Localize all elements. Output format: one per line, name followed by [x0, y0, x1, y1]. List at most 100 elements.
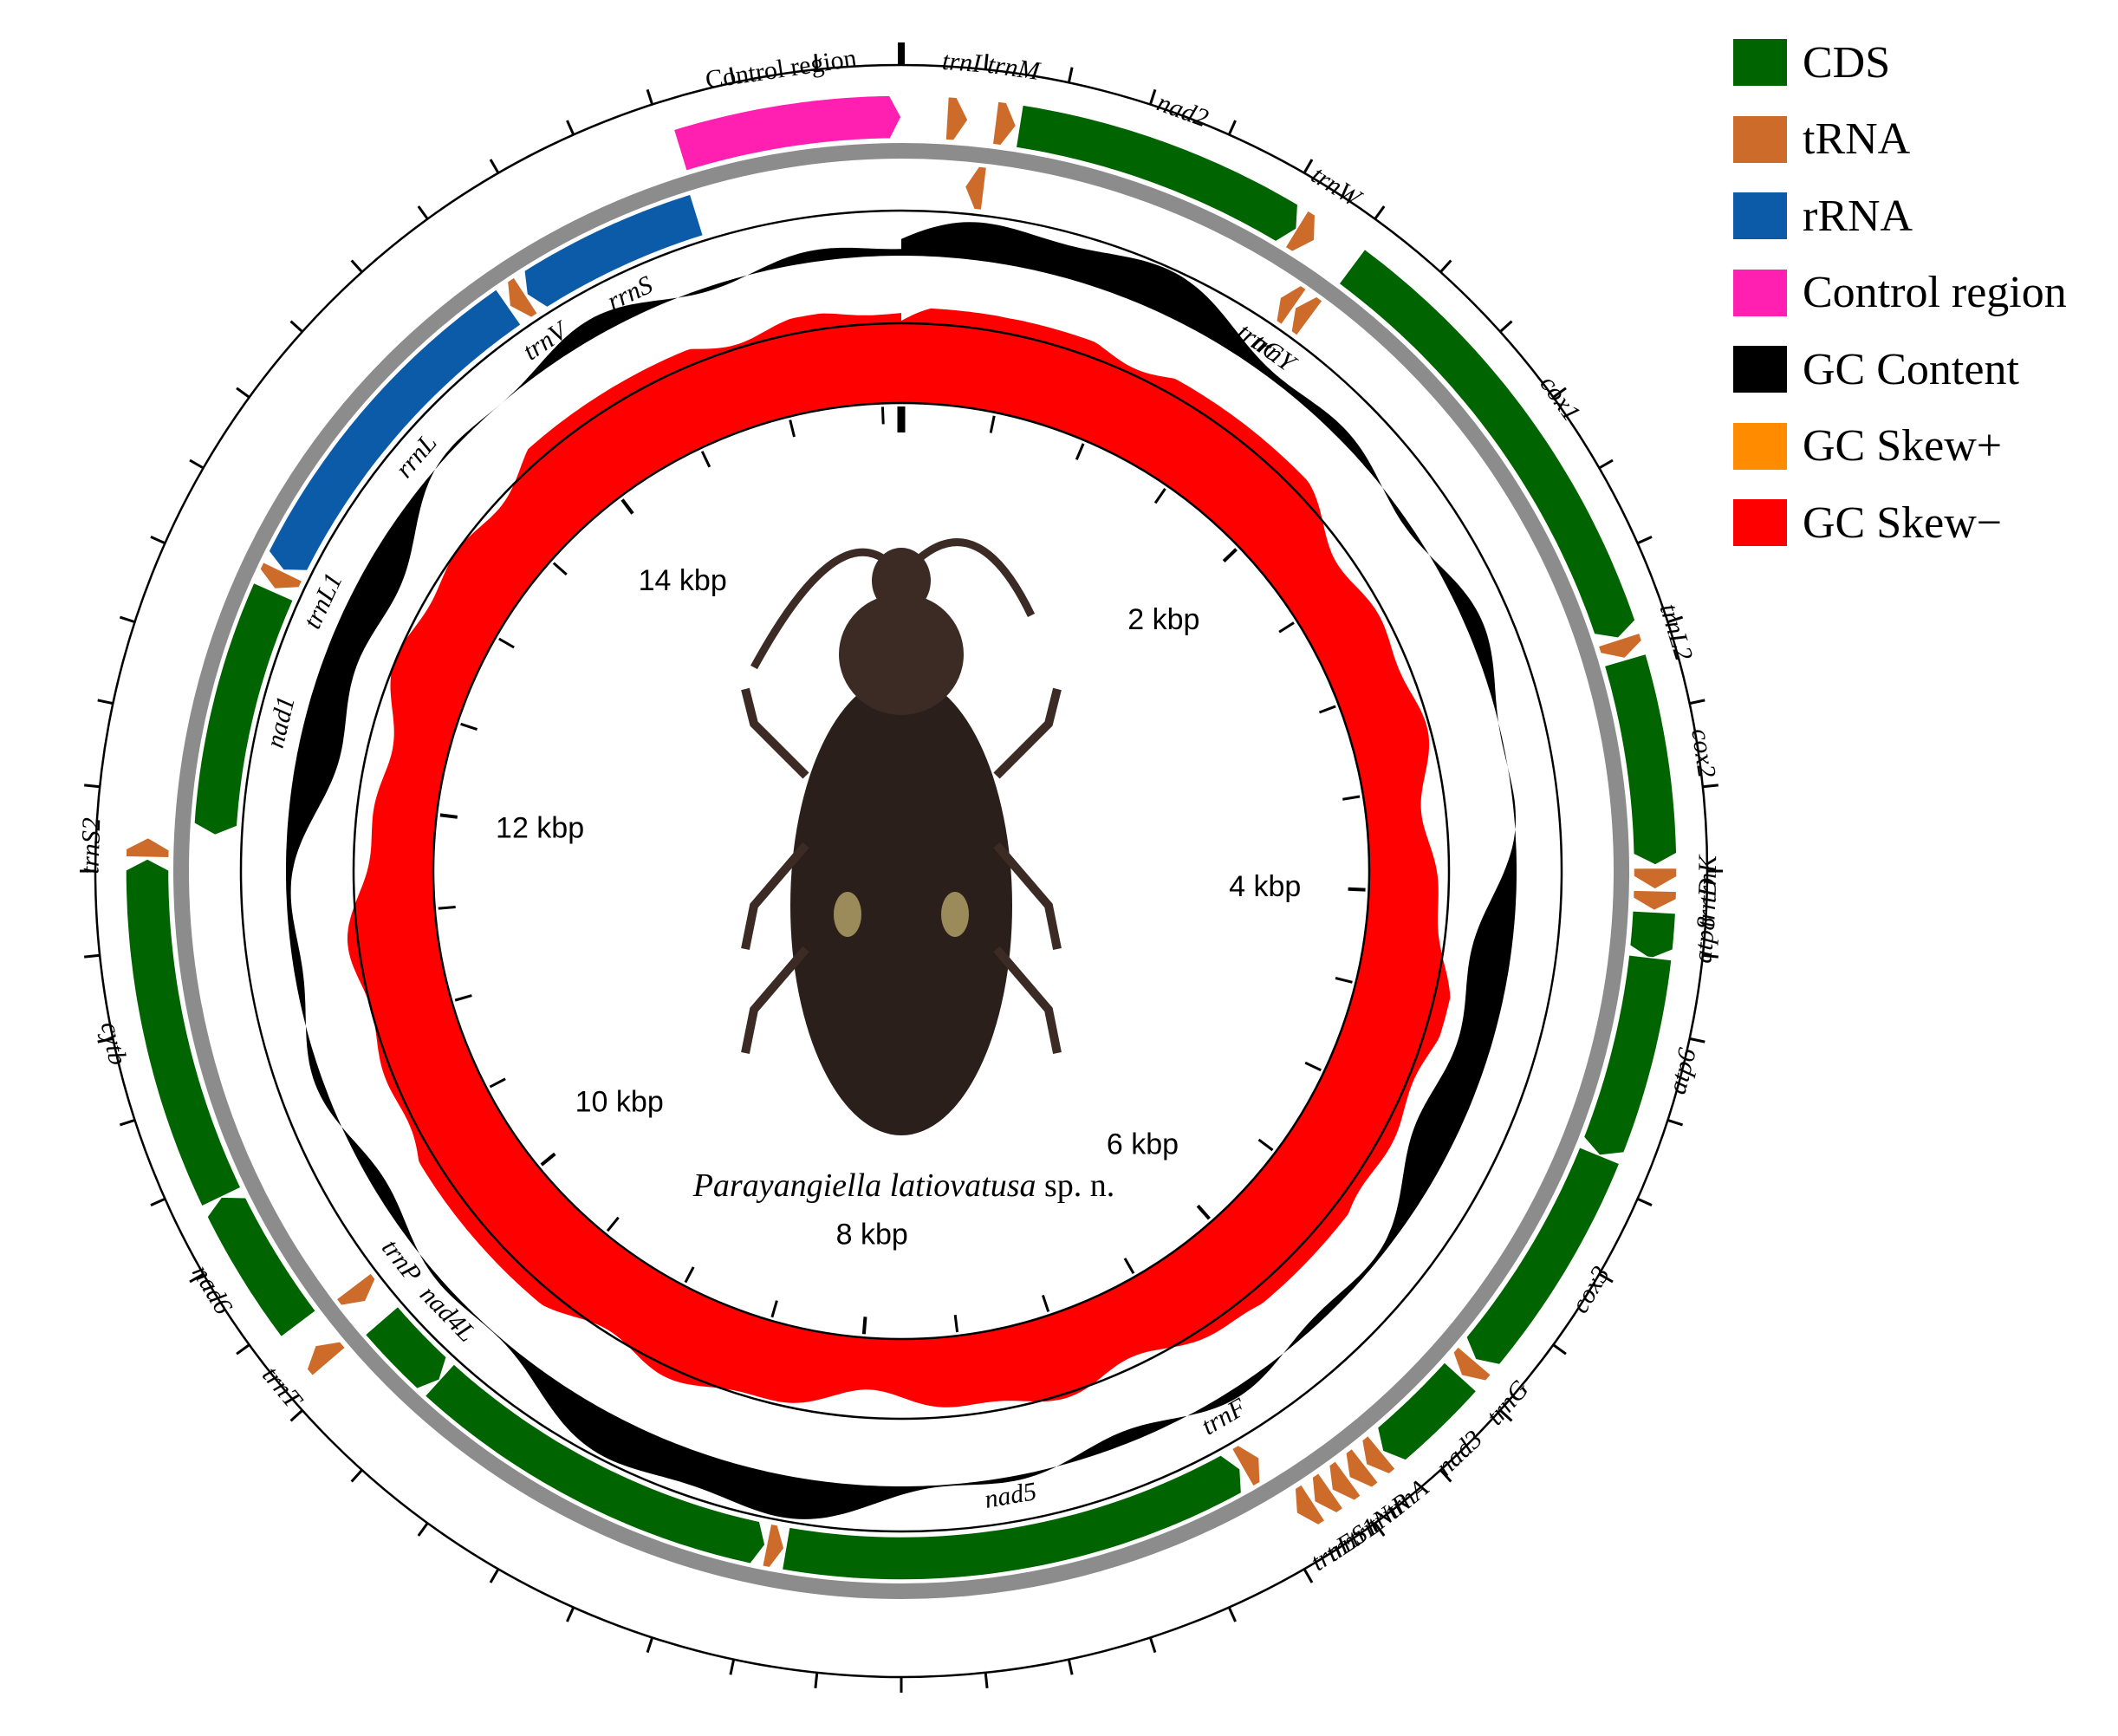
- feature-trnc: [1275, 284, 1308, 326]
- inner-tick: [1335, 977, 1353, 984]
- feature-trnl1: [259, 561, 303, 590]
- legend-item: Control region: [1733, 255, 2067, 332]
- legend-swatch: [1733, 346, 1787, 393]
- legend-swatch: [1733, 499, 1787, 547]
- outer-tick: [417, 205, 429, 220]
- outer-tick: [1303, 159, 1314, 174]
- feature-trny: [1290, 296, 1324, 337]
- gc-skew-outer-ring: [352, 322, 1451, 1421]
- inner-tick: [1304, 1061, 1322, 1072]
- legend: CDS tRNA rRNA Control region GC Content GC Sk…: [1733, 24, 2067, 562]
- feature-trnh: [761, 1523, 785, 1569]
- outer-tick: [150, 536, 166, 545]
- feature-trna: [1361, 1434, 1397, 1475]
- outer-tick: [1148, 88, 1157, 105]
- inner-tick: [1075, 443, 1085, 460]
- outer-tick: [1227, 1606, 1237, 1622]
- gene-label-atp6: atp6: [1663, 1045, 1702, 1097]
- legend-label: rRNA: [1803, 191, 1913, 241]
- gene-label-cytb: cytb: [95, 1019, 133, 1068]
- inner-tick: [989, 415, 996, 433]
- inner-tick: [861, 1317, 867, 1335]
- outer-tick: [84, 953, 101, 959]
- outer-tick: [119, 1118, 135, 1127]
- beetle-antenna: [916, 538, 1036, 617]
- outer-scale-ring: [80, 42, 1723, 1693]
- gene-label-trnl2: trnL2: [1654, 601, 1699, 664]
- inner-tick: [1318, 705, 1336, 714]
- legend-item: rRNA: [1733, 178, 2067, 255]
- legend-label: CDS: [1803, 37, 1891, 88]
- outer-tick: [189, 458, 205, 470]
- feature-atp6: [1582, 953, 1673, 1156]
- inner-tick: [880, 406, 885, 425]
- outer-tick: [729, 67, 736, 83]
- beetle-spot: [941, 892, 969, 937]
- inner-tick: [606, 1216, 620, 1232]
- outer-tick: [1227, 120, 1237, 136]
- inner-tick: [1278, 621, 1295, 634]
- inner-tick: [438, 906, 456, 910]
- gene-label-trns2: trnS2: [75, 817, 106, 875]
- inner-tick: [1196, 1204, 1211, 1220]
- feature-trnf: [1231, 1444, 1261, 1488]
- inner-tick: [620, 498, 634, 515]
- kbp-label: 4 kbp: [1229, 870, 1301, 903]
- feature-trnq: [964, 166, 988, 211]
- inner-tick: [460, 722, 478, 731]
- legend-label: GC Skew+: [1803, 421, 2003, 471]
- beetle-specimen-image: [741, 538, 1062, 1135]
- kbp-label: 2 kbp: [1127, 603, 1199, 636]
- outer-tick: [729, 1659, 736, 1675]
- legend-swatch: [1733, 115, 1787, 163]
- outer-tick: [1439, 259, 1452, 273]
- inner-tick: [700, 451, 711, 468]
- gene-label-atp8: atp8: [1688, 916, 1720, 965]
- feature-nad5: [781, 1453, 1243, 1581]
- beetle-antenna: [750, 548, 887, 670]
- inner-tick: [1257, 1138, 1274, 1152]
- gene-label-cox2: cox2: [1686, 726, 1721, 779]
- outer-tick: [1067, 1659, 1074, 1675]
- gene-label-nad1: nad1: [261, 693, 301, 751]
- outer-tick: [1598, 1272, 1614, 1284]
- kbp-label: 12 kbp: [496, 811, 584, 844]
- inner-tick: [1348, 887, 1366, 892]
- gene-label-nad6: nad6: [186, 1260, 237, 1319]
- outer-tick: [1499, 320, 1513, 333]
- feature-trnk: [1633, 867, 1678, 890]
- outer-tick: [1689, 699, 1705, 705]
- feature-trnt: [306, 1340, 347, 1377]
- outer-tick: [1667, 1118, 1684, 1127]
- beetle-leg: [993, 687, 1062, 779]
- legend-item: tRNA: [1733, 101, 2067, 179]
- track-rings: [94, 63, 1709, 1679]
- outer-tick: [1499, 1409, 1513, 1422]
- feature-trne: [1294, 1483, 1326, 1526]
- gene-label-control-region: Control region: [704, 43, 859, 94]
- outer-tick: [566, 120, 575, 136]
- gene-label-trnf: trnF: [1197, 1393, 1251, 1441]
- beetle-leg: [993, 842, 1062, 950]
- inner-tick: [953, 1315, 959, 1333]
- outer-tick: [1636, 1197, 1653, 1206]
- outer-ring: [94, 63, 1709, 1679]
- inner-tick: [540, 1152, 556, 1167]
- inner-tick: [498, 637, 515, 649]
- outer-tick: [1374, 205, 1386, 220]
- beetle-leg: [741, 687, 809, 779]
- outer-tick: [289, 320, 303, 333]
- outer-tick: [119, 615, 135, 624]
- legend-item: GC Skew+: [1733, 408, 2067, 485]
- feature-nad4l: [364, 1305, 448, 1390]
- outer-tick: [350, 259, 363, 273]
- feature-trnw: [1283, 209, 1316, 253]
- outer-tick: [1702, 783, 1718, 789]
- gene-features: [125, 94, 1678, 1581]
- inner-tick: [1153, 488, 1166, 504]
- outer-tick: [566, 1606, 575, 1622]
- gene-label-cox1: cox1: [1534, 370, 1586, 426]
- feature-rrns: [523, 193, 705, 309]
- feature-trnl2: [1597, 632, 1643, 660]
